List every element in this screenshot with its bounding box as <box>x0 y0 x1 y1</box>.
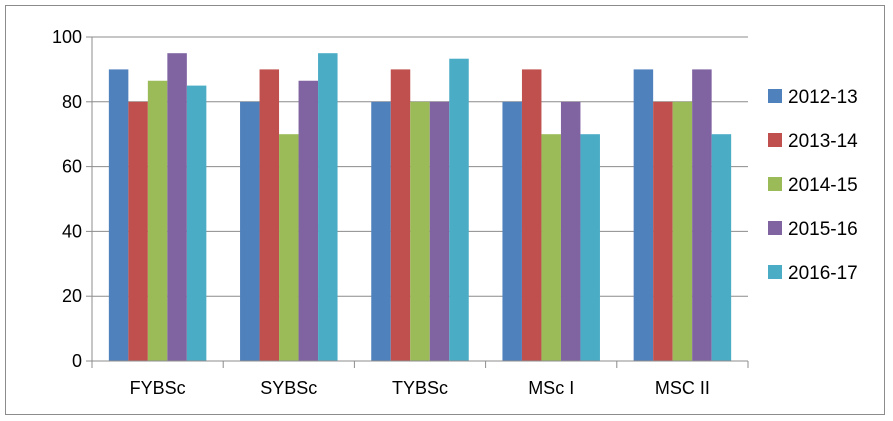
y-tick-label: 0 <box>72 351 82 371</box>
y-tick-label: 60 <box>62 157 82 177</box>
bar-2012-13-FYBSc <box>108 69 129 362</box>
bar-2012-13-TYBSc <box>371 101 391 362</box>
bar-2015-16-SYBSc <box>298 80 319 362</box>
bar-2013-14-MSc I <box>521 69 542 362</box>
bar-2013-14-SYBSc <box>259 69 280 362</box>
bar-2014-15-MSC II <box>672 101 693 362</box>
legend-label-2012-13: 2012-13 <box>788 87 858 108</box>
bar-2016-17-TYBSc <box>449 58 469 361</box>
bar-2016-17-FYBSc <box>186 85 207 361</box>
y-tick-label: 20 <box>62 286 82 306</box>
legend-label-2016-17: 2016-17 <box>788 263 858 284</box>
bar-2014-15-TYBSc <box>410 101 430 362</box>
legend-swatch-2016-17 <box>768 265 782 279</box>
x-category-label: TYBSc <box>392 378 448 398</box>
bar-2015-16-TYBSc <box>429 101 450 362</box>
y-tick-label: 40 <box>62 221 82 241</box>
bar-2013-14-MSC II <box>653 101 673 362</box>
bar-2012-13-MSc I <box>502 101 522 362</box>
legend-swatch-2014-15 <box>768 177 782 191</box>
bar-2015-16-MSC II <box>692 69 712 362</box>
bar-2013-14-FYBSc <box>128 101 148 362</box>
legend-swatch-2012-13 <box>768 89 782 103</box>
legend: 2012-13 2013-14 2014-15 2015-16 2016-17 <box>768 87 858 284</box>
bar-2016-17-MSC II <box>711 134 732 361</box>
bar-2014-15-FYBSc <box>147 80 168 362</box>
bar-2016-17-MSc I <box>580 134 600 361</box>
bar-2012-13-SYBSc <box>240 101 260 362</box>
y-tick-label: 100 <box>52 27 82 47</box>
legend-label-2015-16: 2015-16 <box>788 219 858 240</box>
bars <box>108 53 732 362</box>
bar-2013-14-TYBSc <box>390 69 411 362</box>
legend-label-2013-14: 2013-14 <box>788 131 858 152</box>
legend-swatch-2015-16 <box>768 221 782 235</box>
legend-swatch-2013-14 <box>768 133 782 147</box>
axes: 0 20 40 60 80 100 FYBSc SYBSc TYBSc MSc I MSC II <box>52 27 749 398</box>
legend-label-2014-15: 2014-15 <box>788 175 858 196</box>
bar-2016-17-SYBSc <box>318 53 338 361</box>
bar-2014-15-MSc I <box>541 134 561 361</box>
bar-2015-16-FYBSc <box>167 53 187 361</box>
y-tick-label: 80 <box>62 92 82 112</box>
x-category-label: FYBSc <box>130 378 186 398</box>
bar-2014-15-SYBSc <box>279 134 299 361</box>
bar-2012-13-MSC II <box>633 69 654 362</box>
x-category-label: SYBSc <box>260 378 317 398</box>
x-category-label: MSc I <box>528 378 574 398</box>
bar-2015-16-MSc I <box>560 101 581 362</box>
x-category-label: MSC II <box>655 378 710 398</box>
